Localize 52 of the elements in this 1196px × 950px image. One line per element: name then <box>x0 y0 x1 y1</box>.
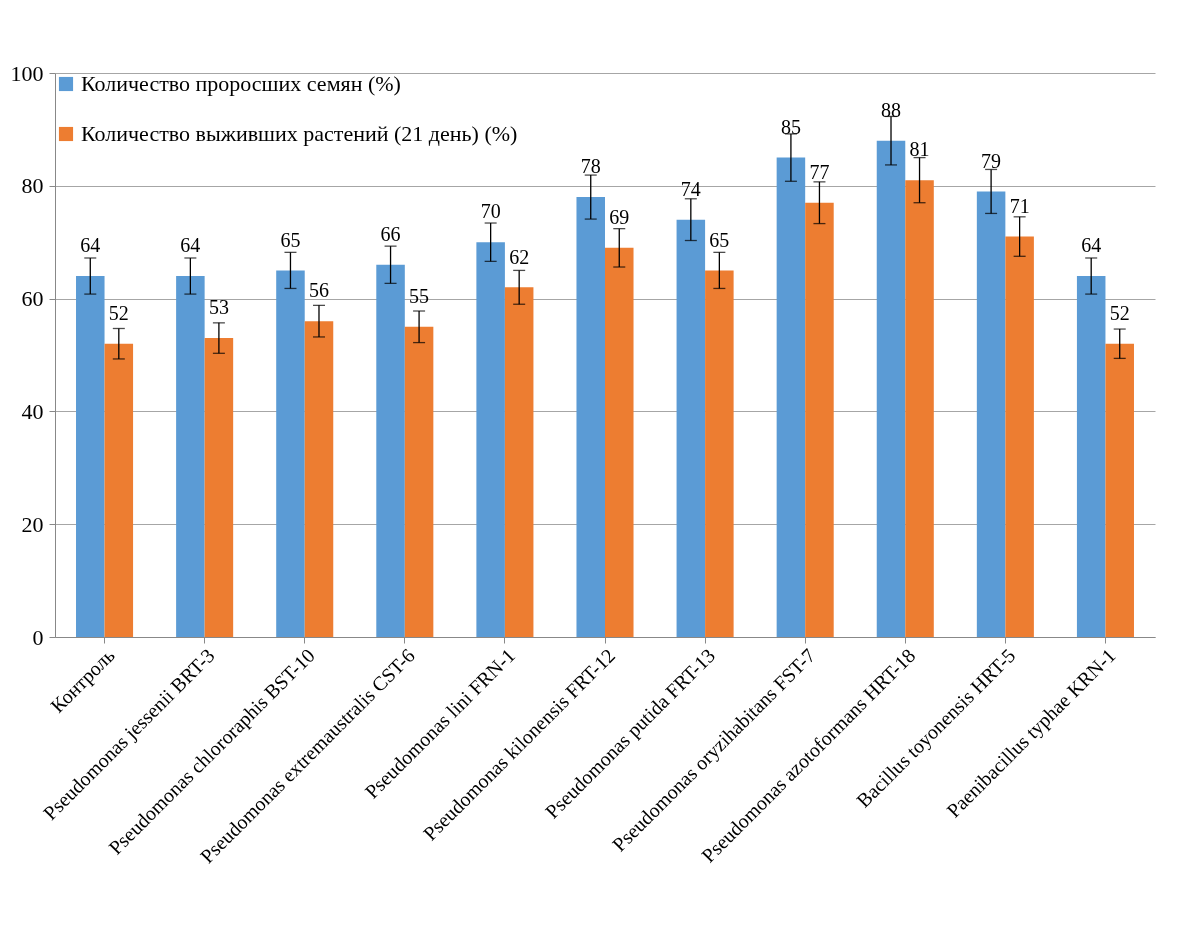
bar <box>776 157 806 637</box>
data-label: 81 <box>909 138 930 161</box>
data-label: 64 <box>1081 234 1102 257</box>
y-tick-label: 0 <box>32 624 44 650</box>
bar <box>905 180 934 637</box>
data-label: 56 <box>308 279 329 302</box>
legend-label: Количество проросших семян (%) <box>81 71 401 96</box>
bar <box>1076 276 1106 637</box>
data-label: 77 <box>809 160 830 183</box>
bar <box>404 326 434 637</box>
data-label: 74 <box>680 177 701 200</box>
y-tick-label: 60 <box>21 286 44 312</box>
bar <box>204 338 234 637</box>
bar <box>1005 236 1034 637</box>
bar <box>504 287 534 637</box>
bar <box>76 276 105 637</box>
data-label: 69 <box>609 206 630 229</box>
data-label: 88 <box>881 98 902 121</box>
data-label: 66 <box>380 223 401 246</box>
bar <box>876 140 906 637</box>
data-label: 64 <box>80 234 101 257</box>
bar <box>576 197 605 637</box>
bar <box>1105 343 1134 637</box>
bar <box>376 264 405 637</box>
data-label: 85 <box>780 115 801 138</box>
bar <box>104 343 134 637</box>
data-label: 53 <box>208 296 229 319</box>
legend-label: Количество выживших растений (21 день) (%) <box>81 121 518 146</box>
data-label: 64 <box>180 234 201 257</box>
data-label: 65 <box>709 228 730 251</box>
data-label: 70 <box>480 200 501 223</box>
y-tick-label: 80 <box>21 173 44 199</box>
bar <box>705 270 734 637</box>
bar <box>805 202 834 637</box>
bar <box>976 191 1006 637</box>
y-tick-label: 40 <box>21 398 44 424</box>
data-label: 79 <box>981 149 1002 172</box>
bar <box>304 321 334 637</box>
bar <box>476 242 505 637</box>
data-label: 71 <box>1009 194 1030 217</box>
data-label: 52 <box>1109 301 1130 324</box>
bar <box>176 276 205 637</box>
bar <box>605 247 634 637</box>
data-label: 62 <box>509 245 530 268</box>
data-label: 55 <box>409 285 430 308</box>
data-label: 78 <box>580 155 601 178</box>
y-tick-label: 20 <box>21 511 44 537</box>
bar <box>676 219 706 637</box>
y-tick-label: 100 <box>10 60 44 86</box>
data-label: 52 <box>108 301 129 324</box>
bar <box>276 270 305 637</box>
data-label: 65 <box>280 228 301 251</box>
